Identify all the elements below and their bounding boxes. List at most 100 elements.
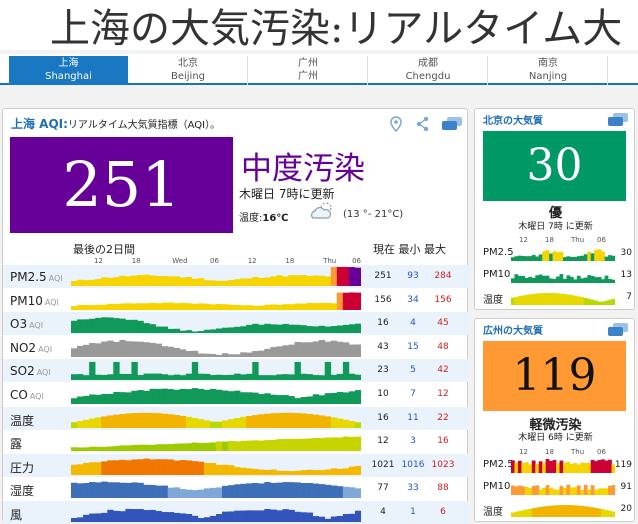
spark-bar xyxy=(342,392,350,404)
spark-bar xyxy=(125,445,132,452)
spark-bar xyxy=(324,341,332,357)
spark-bar xyxy=(342,468,350,475)
spark-bar xyxy=(342,514,350,522)
spark-bar xyxy=(179,513,187,522)
pollutant-row[interactable]: 風 4 1 6 xyxy=(3,501,469,524)
spark-bar xyxy=(348,324,356,334)
spark-bar xyxy=(185,302,193,310)
spark-bar xyxy=(336,486,344,499)
pollutant-row[interactable]: 露 12 3 16 xyxy=(3,430,469,453)
pollutant-row[interactable]: PM2.5 AQI 251 93 284 xyxy=(3,265,469,288)
tab-nanjing[interactable]: 南京 Nanjing xyxy=(489,56,608,85)
spark-bar xyxy=(306,374,313,381)
spark-bar xyxy=(576,275,581,283)
spark-bar xyxy=(276,304,283,310)
spark-bar xyxy=(185,374,193,381)
current-value: 156 xyxy=(374,294,392,305)
tab-chengdu[interactable]: 成都 Chengdu xyxy=(369,56,488,85)
guangzhou-panel[interactable]: 広州の大気質 119 軽微汚染 木曜日 6時 に更新 12 18 Thu 06 PM2… xyxy=(474,318,635,522)
tab-广州[interactable]: 广州 广州 xyxy=(249,56,368,85)
pollutant-row[interactable]: PM10 AQI 156 34 156 xyxy=(3,289,469,312)
min-value: 1 xyxy=(410,507,416,517)
spark-bar xyxy=(155,388,162,404)
spark-bar xyxy=(288,324,295,334)
spark-bar xyxy=(282,276,289,286)
spark-bar xyxy=(119,392,126,404)
tab-label: 南京 xyxy=(538,58,558,69)
mini-row-value: 30 xyxy=(620,248,632,258)
spark-bar xyxy=(240,441,247,452)
max-value: 284 xyxy=(434,271,452,281)
min-value: 93 xyxy=(407,271,419,281)
row-label: 湿度 xyxy=(10,482,36,499)
spark-bar xyxy=(161,302,168,310)
spark-bar xyxy=(222,441,229,452)
spark-bar xyxy=(354,375,361,381)
spark-bar xyxy=(535,293,540,305)
spark-bar xyxy=(197,443,205,452)
tab-shanghai[interactable]: 上海 Shanghai xyxy=(9,56,128,85)
spark-bar xyxy=(282,303,289,310)
spark-bar xyxy=(149,373,156,381)
spark-bar xyxy=(573,295,578,305)
spark-bar xyxy=(131,390,138,404)
spark-bar xyxy=(306,512,313,522)
spark-bar xyxy=(545,506,550,517)
spark-bar xyxy=(216,280,223,286)
spark-bar xyxy=(161,485,168,499)
spark-bar xyxy=(324,437,332,452)
spark-bar xyxy=(348,466,356,475)
widget-icon[interactable] xyxy=(441,116,463,132)
spark-bar xyxy=(155,444,162,452)
spark-bar xyxy=(173,460,181,475)
spark-bar xyxy=(545,458,550,473)
pollutant-row[interactable]: O3 AQI 16 4 45 xyxy=(3,312,469,336)
pollutant-row[interactable]: SO2 AQI 23 5 42 xyxy=(3,359,469,383)
mini-row-value: 20 xyxy=(620,504,632,514)
axis-tick-label: 06 xyxy=(210,257,219,265)
tab-beijing[interactable]: 北京 Beijing xyxy=(129,56,248,85)
map-pin-icon[interactable] xyxy=(389,115,403,132)
mini-sparkline xyxy=(511,458,615,473)
pollutant-row[interactable]: 圧力 1021 1016 1023 xyxy=(3,453,469,477)
spark-bar xyxy=(161,275,168,286)
widget-icon[interactable] xyxy=(607,112,629,128)
spark-bar xyxy=(216,303,223,310)
spark-bar xyxy=(89,446,96,452)
spark-bar xyxy=(354,465,361,475)
share-icon[interactable] xyxy=(416,116,430,132)
axis-tick-label: 18 xyxy=(285,257,295,265)
aqi-value-box: 251 xyxy=(10,137,233,233)
spark-bar xyxy=(608,510,612,517)
spark-bar xyxy=(288,275,295,286)
current-value: 1021 xyxy=(371,459,395,470)
spark-bar xyxy=(95,417,102,428)
spark-bar xyxy=(538,461,543,473)
spark-bar xyxy=(521,256,526,261)
pollutant-row[interactable]: 温度 16 11 22 xyxy=(3,406,469,430)
spark-bar xyxy=(270,375,277,381)
spark-bar xyxy=(324,518,332,522)
spark-bar xyxy=(137,483,144,499)
spark-bar xyxy=(336,437,344,452)
spark-bar xyxy=(209,329,217,334)
spark-bar xyxy=(137,375,144,381)
spark-bar xyxy=(270,440,277,452)
pollutant-row[interactable]: 湿度 77 33 88 xyxy=(3,477,469,500)
pollutant-row[interactable]: NO2 AQI 43 15 48 xyxy=(3,336,469,359)
spark-bar xyxy=(228,327,235,334)
spark-bar xyxy=(282,324,289,334)
spark-bar xyxy=(197,388,205,404)
mini-sparkline xyxy=(511,274,615,283)
pollutant-row[interactable]: CO AQI 10 7 12 xyxy=(3,383,469,406)
spark-bar xyxy=(131,275,138,286)
beijing-panel[interactable]: 北京の大気質 30 優 木曜日 7時 に更新 12 18 Thu 06 PM2.5 30… xyxy=(474,108,635,310)
spark-bar xyxy=(531,508,536,517)
sparkline-chart xyxy=(71,436,361,452)
spark-bar xyxy=(101,481,108,499)
spark-bar xyxy=(282,509,289,522)
row-label: SO2 AQI xyxy=(10,364,51,378)
widget-icon[interactable] xyxy=(607,322,629,338)
spark-bar xyxy=(216,487,223,499)
mini-sparkline xyxy=(511,249,615,261)
